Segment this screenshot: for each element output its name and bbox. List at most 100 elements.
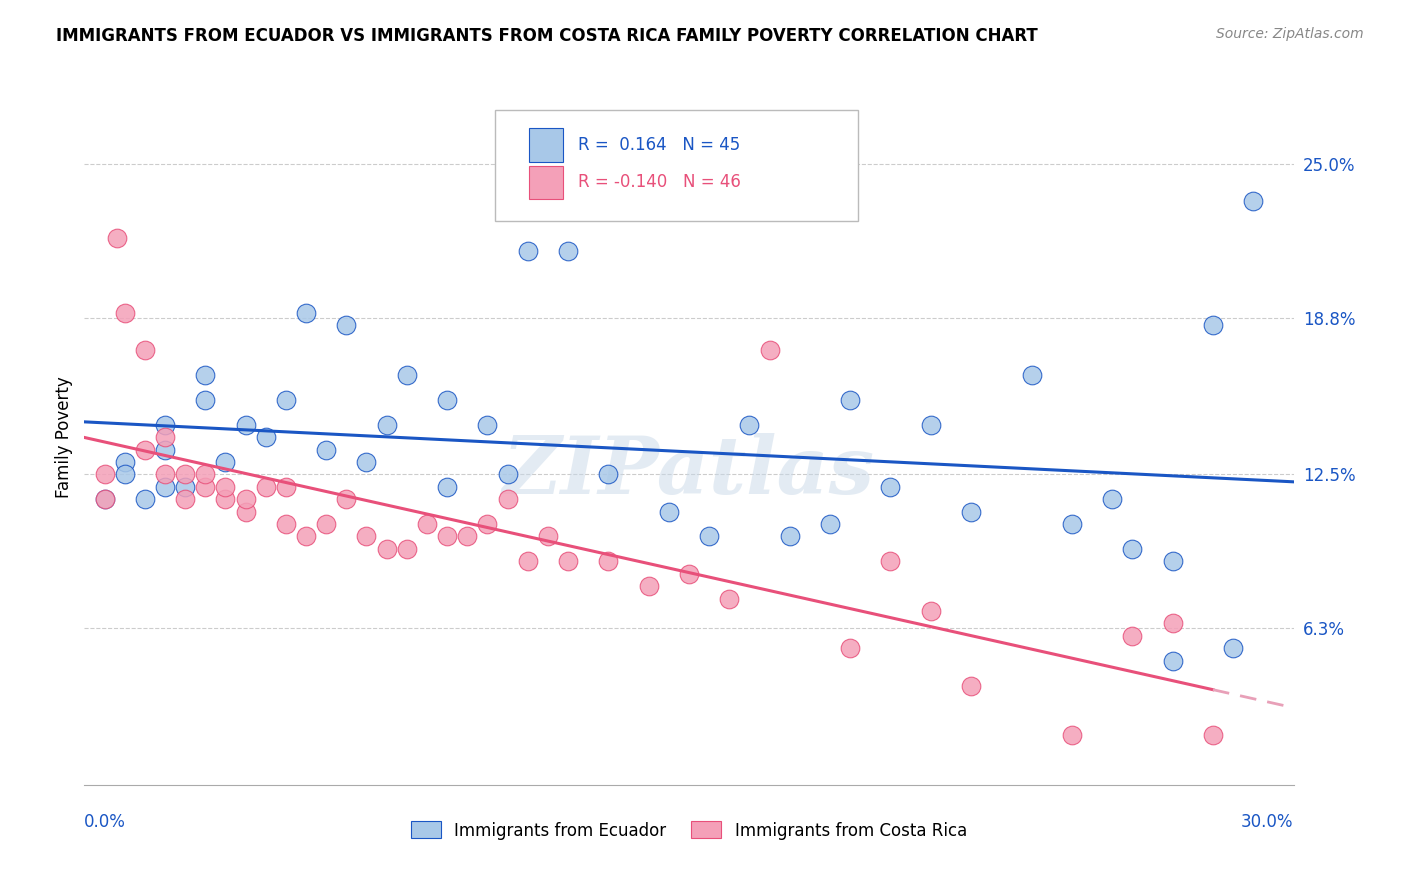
Point bbox=[436, 392, 458, 407]
Point bbox=[1060, 516, 1083, 531]
Point bbox=[395, 368, 418, 382]
Point bbox=[960, 679, 983, 693]
Point bbox=[920, 604, 942, 618]
Point bbox=[920, 417, 942, 432]
Point bbox=[1202, 728, 1225, 742]
Point bbox=[516, 244, 538, 258]
Point bbox=[174, 467, 197, 482]
Point bbox=[194, 480, 217, 494]
FancyBboxPatch shape bbox=[529, 128, 564, 161]
Point bbox=[637, 579, 659, 593]
Point bbox=[114, 306, 136, 320]
Point bbox=[758, 343, 780, 358]
Point bbox=[477, 417, 499, 432]
Point bbox=[174, 480, 197, 494]
Legend: Immigrants from Ecuador, Immigrants from Costa Rica: Immigrants from Ecuador, Immigrants from… bbox=[405, 814, 973, 847]
FancyBboxPatch shape bbox=[529, 166, 564, 199]
Point bbox=[153, 430, 176, 444]
Point bbox=[436, 529, 458, 543]
Point bbox=[214, 455, 236, 469]
Point bbox=[779, 529, 801, 543]
Y-axis label: Family Poverty: Family Poverty bbox=[55, 376, 73, 498]
Point bbox=[678, 566, 700, 581]
Point bbox=[153, 442, 176, 457]
Point bbox=[335, 492, 357, 507]
Point bbox=[1121, 541, 1143, 556]
Text: Source: ZipAtlas.com: Source: ZipAtlas.com bbox=[1216, 27, 1364, 41]
Text: R =  0.164   N = 45: R = 0.164 N = 45 bbox=[578, 136, 740, 153]
Point bbox=[194, 368, 217, 382]
Point bbox=[658, 505, 681, 519]
Point bbox=[114, 467, 136, 482]
Point bbox=[1021, 368, 1043, 382]
Text: ZIPatlas: ZIPatlas bbox=[503, 434, 875, 510]
Point bbox=[598, 554, 620, 568]
Point bbox=[153, 467, 176, 482]
Point bbox=[134, 442, 156, 457]
Point bbox=[194, 467, 217, 482]
Point bbox=[516, 554, 538, 568]
Point bbox=[93, 492, 115, 507]
Point bbox=[254, 480, 277, 494]
Point bbox=[134, 343, 156, 358]
Point bbox=[153, 480, 176, 494]
Point bbox=[1222, 641, 1244, 656]
Point bbox=[1161, 616, 1184, 631]
Point bbox=[235, 417, 257, 432]
Point bbox=[375, 541, 398, 556]
Point bbox=[274, 480, 297, 494]
Point bbox=[456, 529, 478, 543]
Point bbox=[315, 516, 337, 531]
Point bbox=[295, 529, 318, 543]
Point bbox=[818, 516, 841, 531]
Point bbox=[960, 505, 983, 519]
Text: 0.0%: 0.0% bbox=[84, 813, 127, 830]
Point bbox=[879, 480, 901, 494]
Point bbox=[93, 492, 115, 507]
Point bbox=[1202, 318, 1225, 333]
Point bbox=[1121, 629, 1143, 643]
Point bbox=[114, 455, 136, 469]
Text: 30.0%: 30.0% bbox=[1241, 813, 1294, 830]
Point bbox=[174, 492, 197, 507]
Point bbox=[1241, 194, 1264, 208]
Point bbox=[356, 455, 378, 469]
Point bbox=[295, 306, 318, 320]
Point bbox=[738, 417, 761, 432]
Point bbox=[274, 392, 297, 407]
Point bbox=[214, 480, 236, 494]
Point bbox=[718, 591, 741, 606]
Point bbox=[1161, 554, 1184, 568]
Point bbox=[1060, 728, 1083, 742]
Point bbox=[375, 417, 398, 432]
Point bbox=[537, 529, 560, 543]
Point bbox=[557, 244, 579, 258]
Point bbox=[496, 467, 519, 482]
Point bbox=[214, 492, 236, 507]
Point bbox=[879, 554, 901, 568]
Point bbox=[356, 529, 378, 543]
Point bbox=[697, 529, 720, 543]
Text: IMMIGRANTS FROM ECUADOR VS IMMIGRANTS FROM COSTA RICA FAMILY POVERTY CORRELATION: IMMIGRANTS FROM ECUADOR VS IMMIGRANTS FR… bbox=[56, 27, 1038, 45]
Point bbox=[395, 541, 418, 556]
Point bbox=[153, 417, 176, 432]
Point bbox=[93, 467, 115, 482]
Point bbox=[274, 516, 297, 531]
Point bbox=[105, 231, 128, 245]
Point bbox=[1161, 654, 1184, 668]
Point bbox=[235, 492, 257, 507]
Point bbox=[335, 318, 357, 333]
Point bbox=[194, 392, 217, 407]
Point bbox=[477, 516, 499, 531]
Point bbox=[839, 641, 862, 656]
Point bbox=[416, 516, 439, 531]
Point bbox=[436, 480, 458, 494]
Point bbox=[315, 442, 337, 457]
Point bbox=[235, 505, 257, 519]
Point bbox=[496, 492, 519, 507]
Text: R = -0.140   N = 46: R = -0.140 N = 46 bbox=[578, 173, 741, 192]
Point bbox=[134, 492, 156, 507]
Point bbox=[1101, 492, 1123, 507]
Point bbox=[254, 430, 277, 444]
Point bbox=[557, 554, 579, 568]
